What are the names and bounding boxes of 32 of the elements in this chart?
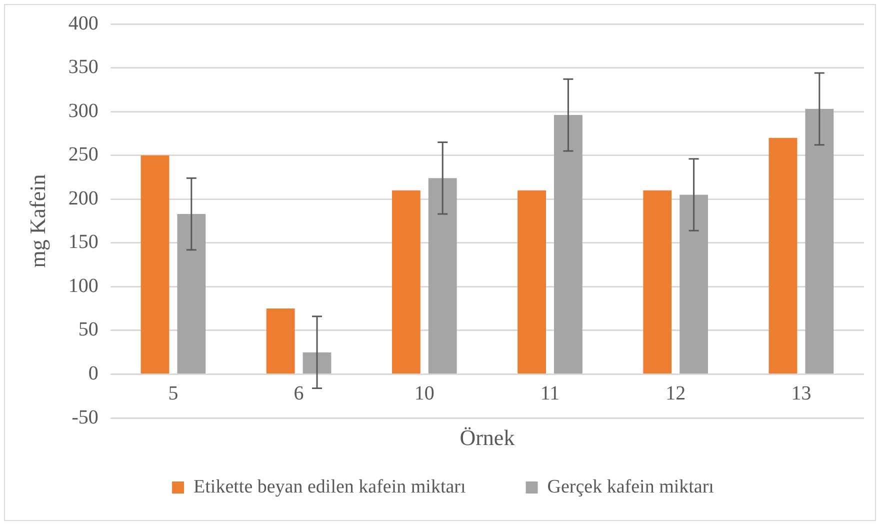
bar — [392, 190, 420, 374]
bar — [680, 194, 708, 374]
y-tick-label: 300 — [68, 100, 98, 122]
y-tick-label: 400 — [68, 12, 98, 34]
y-axis-title: mg Kafein — [24, 174, 50, 268]
y-tick-label: 50 — [78, 318, 98, 341]
y-tick-label: 0 — [88, 362, 98, 384]
bar — [554, 115, 582, 374]
bar — [643, 190, 672, 374]
x-tick-label: 11 — [540, 382, 560, 404]
y-tick-label: 350 — [68, 56, 98, 78]
bar — [266, 308, 295, 374]
x-tick-label: 5 — [168, 382, 178, 404]
bar — [428, 178, 457, 374]
x-axis-title: Örnek — [460, 424, 515, 450]
x-tick-label: 13 — [791, 382, 812, 404]
bar — [805, 108, 834, 374]
y-tick-label: 150 — [68, 231, 98, 254]
bar — [768, 138, 798, 374]
y-tick-label: 250 — [68, 144, 98, 166]
legend-label: Gerçek kafein miktarı — [547, 476, 714, 498]
bar — [518, 190, 546, 374]
bar — [177, 214, 206, 374]
x-tick-label: 10 — [414, 382, 434, 404]
y-tick-label: 100 — [68, 274, 98, 297]
x-tick-label: 6 — [294, 382, 304, 404]
x-tick-label: 12 — [666, 382, 686, 404]
y-tick-label: -50 — [72, 406, 98, 428]
bar — [140, 155, 170, 374]
bar — [302, 352, 332, 374]
legend-label: Etikette beyan edilen kafein miktarı — [194, 476, 466, 498]
y-tick-label: 200 — [68, 187, 98, 210]
